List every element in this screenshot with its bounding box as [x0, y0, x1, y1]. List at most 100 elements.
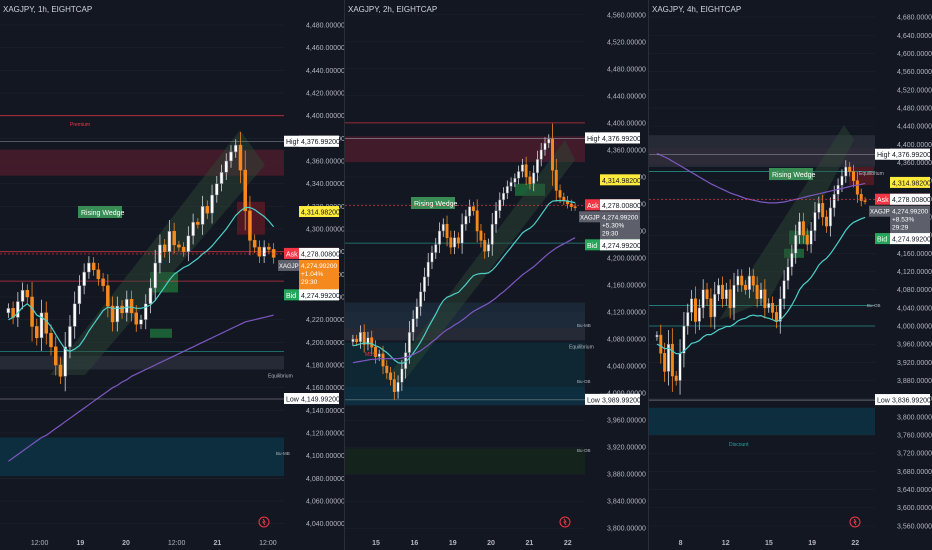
- candle: [767, 298, 771, 313]
- chart-2h-svg[interactable]: Rising Wedge MSS Equilibrium Bu-MB Bu-OB Bu-O…: [345, 0, 648, 550]
- panel-title: XAGJPY, 1h, EIGHTCAP: [3, 5, 93, 14]
- candle: [490, 212, 494, 256]
- candle: [262, 240, 266, 263]
- svg-text:4,274.99200: 4,274.99200: [892, 209, 929, 216]
- candle: [419, 282, 423, 316]
- candle: [517, 165, 521, 185]
- candle: [229, 145, 233, 168]
- candle: [505, 180, 509, 199]
- ema-fast-line: [8, 206, 275, 353]
- candle: [110, 296, 115, 332]
- mss-label: MSS: [365, 352, 377, 358]
- candle: [172, 222, 176, 254]
- svg-text:Bid: Bid: [877, 237, 887, 244]
- rising-wedge-label: Rising Wedge: [78, 206, 125, 218]
- candle: [487, 238, 490, 258]
- y-tick-label: 4,160.00000: [607, 283, 646, 290]
- candle: [426, 252, 430, 287]
- candle: [690, 290, 694, 322]
- candle: [39, 299, 44, 351]
- x-tick-label: 19: [77, 540, 85, 547]
- bid-price-tag: Bid 4,274.99200: [875, 233, 931, 245]
- chart-4h-svg[interactable]: Rising Wedge Discount Equilibrium Bu-OB 4,68…: [649, 0, 932, 550]
- bid-price-tag: Bid 4,274.99200: [284, 289, 340, 301]
- demand-box: [784, 248, 804, 258]
- ema-slow-line: [8, 314, 274, 462]
- y-tick-label: 3,960.00000: [897, 342, 932, 349]
- x-tick-label: 12: [722, 540, 730, 547]
- svg-text:4,278.00800: 4,278.00800: [301, 251, 340, 258]
- candle: [520, 158, 524, 178]
- candle: [167, 219, 172, 263]
- svg-text:4,314.98200: 4,314.98200: [892, 180, 931, 187]
- candle: [724, 282, 728, 306]
- svg-text:XAGJPY: XAGJPY: [279, 264, 303, 270]
- candle: [44, 301, 49, 345]
- chart-panel-2h[interactable]: Rising Wedge MSS Equilibrium Bu-MB Bu-OB Bu-O…: [345, 0, 648, 550]
- candle: [828, 197, 832, 237]
- high-price-tag: High 4,376.99200: [284, 135, 340, 147]
- svg-text:4,278.00800: 4,278.00800: [602, 203, 641, 210]
- svg-text:4,278.00800: 4,278.00800: [892, 197, 931, 204]
- candle: [736, 269, 740, 292]
- candle: [678, 339, 682, 395]
- candle: [562, 192, 566, 206]
- candle: [441, 218, 445, 237]
- svg-text:29:29: 29:29: [892, 225, 909, 232]
- x-tick-label: 22: [851, 540, 859, 547]
- candle: [422, 267, 426, 301]
- discount-label: Discount: [729, 442, 749, 448]
- candle: [366, 331, 370, 351]
- candle: [774, 305, 778, 329]
- premium-zone: [0, 149, 284, 176]
- y-tick-label: 3,920.00000: [607, 445, 646, 452]
- candle: [532, 165, 536, 192]
- candle: [801, 212, 805, 244]
- y-tick-label: 4,180.00000: [306, 363, 344, 370]
- y-tick-label: 4,080.00000: [306, 476, 344, 483]
- candle: [670, 328, 674, 392]
- y-tick-label: 4,140.00000: [306, 408, 344, 415]
- candle: [502, 187, 506, 206]
- candle: [468, 199, 472, 224]
- svg-text:29:30: 29:30: [602, 230, 619, 237]
- candle: [728, 279, 732, 319]
- candle: [139, 314, 143, 330]
- equilibrium-zone: [649, 135, 875, 168]
- svg-text:3,836.99200: 3,836.99200: [892, 398, 931, 405]
- y-tick-label: 3,880.00000: [897, 378, 932, 385]
- chart-panel-1h[interactable]: Rising Wedge Premium Equilibrium Bu-MB 4,480…: [0, 0, 344, 550]
- candle: [667, 330, 670, 386]
- svg-text:Low: Low: [286, 397, 300, 404]
- zone-tag-label: Bu-OB: [577, 448, 591, 453]
- y-tick-label: 4,200.00000: [306, 340, 344, 347]
- candle: [475, 199, 479, 243]
- candle: [77, 275, 82, 315]
- candle: [392, 371, 396, 400]
- y-tick-label: 4,360.00000: [607, 147, 646, 154]
- candle: [82, 263, 86, 295]
- chart-panel-4h[interactable]: Rising Wedge Discount Equilibrium Bu-OB 4,68…: [649, 0, 932, 550]
- y-tick-label: 4,100.00000: [306, 453, 344, 460]
- low-price-tag: Low 3,989.99200: [585, 393, 641, 405]
- candle: [248, 195, 252, 256]
- candle: [200, 195, 205, 235]
- candle: [755, 276, 759, 308]
- candle: [460, 213, 464, 254]
- candle: [434, 238, 438, 259]
- zone-tag-label: Bu-OB: [867, 303, 881, 308]
- y-tick-label: 3,600.00000: [897, 505, 932, 512]
- candle: [129, 290, 134, 322]
- ema-fast-line: [656, 216, 866, 355]
- order-block-zone: [345, 302, 585, 329]
- candle: [30, 282, 34, 342]
- candle: [445, 215, 449, 247]
- y-tick-label: 4,120.00000: [306, 431, 344, 438]
- chart-1h-svg[interactable]: Rising Wedge Premium Equilibrium Bu-MB 4,480…: [0, 0, 344, 550]
- y-tick-label: 3,880.00000: [607, 472, 646, 479]
- candle: [72, 291, 77, 339]
- y-tick-label: 4,520.00000: [897, 87, 932, 94]
- svg-text:High: High: [587, 136, 602, 143]
- candle: [479, 224, 483, 248]
- x-tick-label: 12:00: [168, 540, 186, 547]
